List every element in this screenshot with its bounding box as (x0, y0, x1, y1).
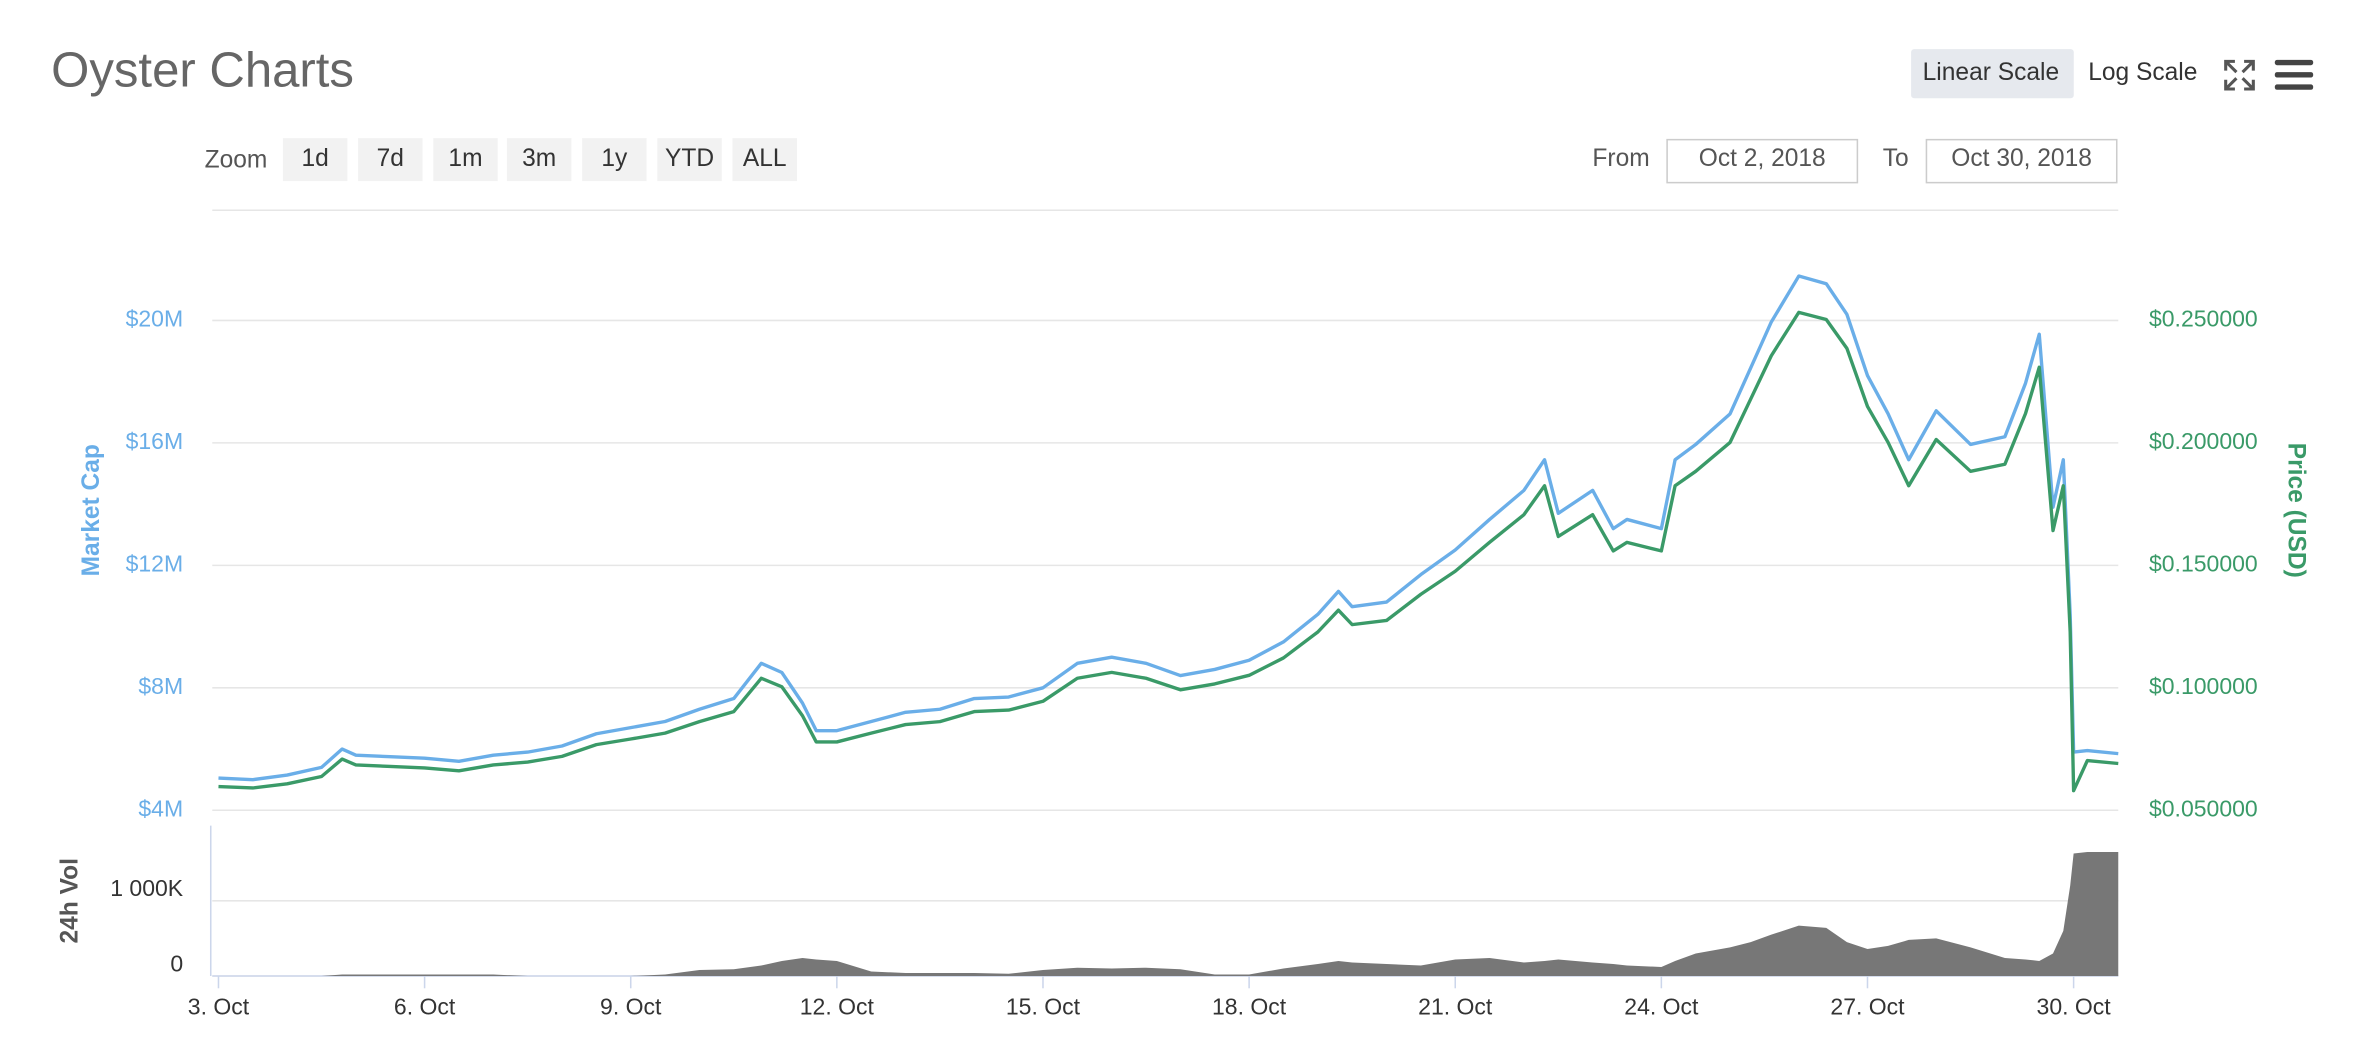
series-line (218, 310, 2119, 793)
linear-scale-button[interactable] (1911, 49, 2074, 99)
from-input[interactable] (1666, 138, 1859, 184)
zoom-button[interactable] (732, 138, 797, 182)
zoom-button-label[interactable]: 1d (301, 145, 328, 172)
volume-area (218, 851, 2119, 977)
to-label: To (1883, 145, 1909, 172)
y-tick-label: 0 (170, 950, 183, 976)
zoom-button-label[interactable]: 1m (448, 145, 482, 172)
y-tick-label: $20M (126, 306, 184, 332)
zoom-button[interactable] (657, 138, 722, 182)
x-tick-label: 21. Oct (1418, 993, 1493, 1019)
y2-tick-label: $0.200000 (2149, 428, 2258, 454)
zoom-button[interactable] (282, 138, 348, 182)
y-tick-label: $4M (138, 795, 183, 821)
x-tick-label: 9. Oct (600, 993, 662, 1019)
y-tick-label: $16M (126, 428, 184, 454)
x-tick-label: 30. Oct (2037, 993, 2112, 1019)
x-tick-label: 3. Oct (188, 993, 250, 1019)
y2-tick-label: $0.150000 (2149, 550, 2258, 576)
to-value[interactable]: Oct 30, 2018 (1951, 145, 2092, 172)
zoom-button-label[interactable]: ALL (743, 145, 787, 172)
zoom-button[interactable] (582, 138, 647, 182)
zoom-buttons: 1d 7d 1m 3m 1y YTD ALL (282, 138, 797, 182)
page-title: Oyster Charts (51, 44, 354, 98)
x-tick-label: 27. Oct (1830, 993, 1905, 1019)
x-tick-label: 6. Oct (394, 993, 456, 1019)
x-tick-label: 12. Oct (800, 993, 875, 1019)
zoom-button-label[interactable]: 7d (377, 145, 404, 172)
y-axis-title: 24h Vol (57, 858, 84, 943)
zoom-label: Zoom (205, 147, 268, 174)
y-tick-label: 1 000K (110, 875, 184, 901)
y2-axis-title: Price (USD) (2282, 443, 2309, 578)
y2-tick-label: $0.250000 (2149, 306, 2258, 332)
menu-icon[interactable] (2274, 59, 2314, 90)
series-line (218, 274, 2119, 782)
log-scale-button[interactable]: Log Scale (2088, 59, 2197, 86)
zoom-button-label[interactable]: 1y (601, 145, 628, 172)
zoom-button[interactable] (433, 138, 498, 182)
x-tick-label: 18. Oct (1212, 993, 1287, 1019)
x-tick-label: 24. Oct (1624, 993, 1699, 1019)
y-tick-label: $8M (138, 673, 183, 699)
y-tick-label: $12M (126, 550, 184, 576)
y2-tick-label: $0.100000 (2149, 673, 2258, 699)
y2-tick-label: $0.050000 (2149, 795, 2258, 821)
from-label: From (1592, 145, 1649, 172)
zoom-button-label[interactable]: YTD (665, 145, 714, 172)
x-tick-label: 15. Oct (1006, 993, 1081, 1019)
fullscreen-icon[interactable] (2224, 59, 2255, 91)
zoom-button-label[interactable]: 3m (522, 145, 556, 172)
linear-scale-label[interactable]: Linear Scale (1923, 59, 2059, 86)
from-value[interactable]: Oct 2, 2018 (1699, 145, 1826, 172)
y-axis-title: Market Cap (78, 444, 105, 576)
zoom-button[interactable] (506, 138, 572, 182)
zoom-button[interactable] (358, 138, 423, 182)
to-input[interactable] (1925, 138, 2118, 184)
